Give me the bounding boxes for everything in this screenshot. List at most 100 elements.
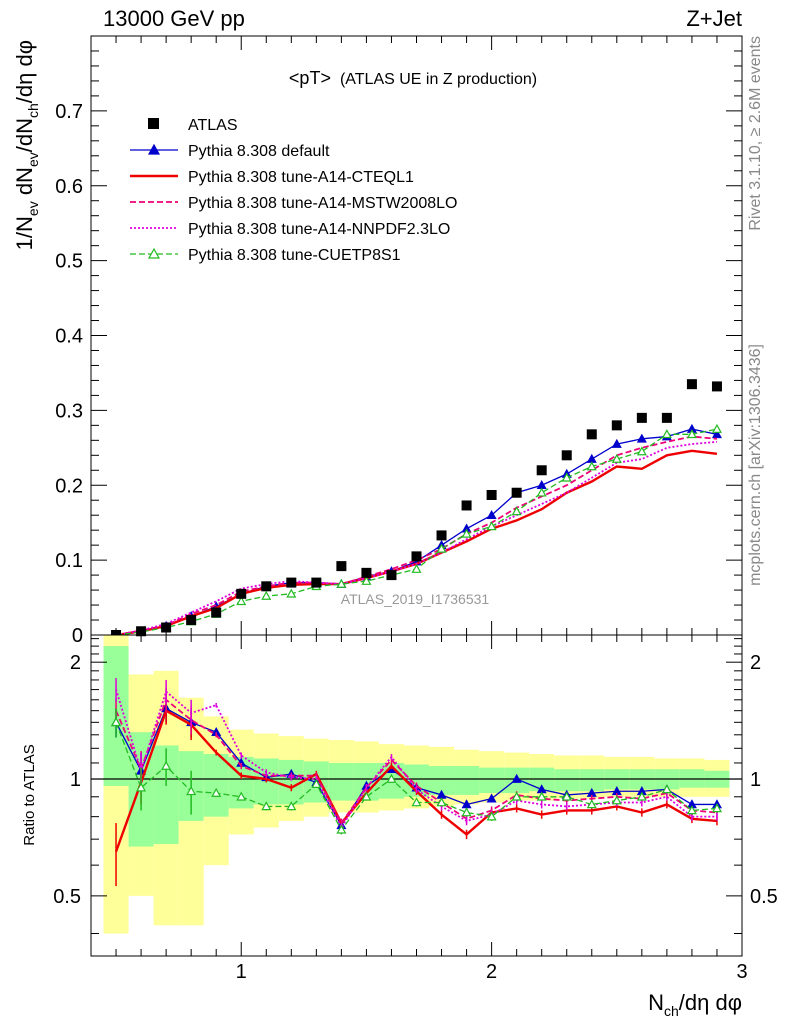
atlas-data-point: [236, 588, 247, 599]
legend-marker-atlas: [148, 118, 159, 129]
chart-title: <pT> (ATLAS UE in Z production): [289, 68, 537, 88]
atlas-data-point: [536, 465, 547, 476]
series-5-main-marker: [486, 521, 497, 531]
atlas-data-point: [161, 622, 172, 633]
y-tick-label-main: 0.2: [55, 475, 83, 497]
y-tick-label-ratio-right: 0.5: [750, 886, 778, 908]
series-5-main-marker: [686, 429, 697, 439]
series-5-ratio-marker: [386, 773, 397, 783]
series-5-main-marker: [236, 596, 247, 606]
y-tick-label-main: 0: [72, 625, 83, 647]
y-tick-label-main: 0.7: [55, 101, 83, 123]
ratio-band-inner: [203, 754, 229, 817]
atlas-data-point: [711, 381, 722, 392]
series-1-main-marker: [711, 429, 722, 439]
atlas-data-point: [361, 567, 372, 578]
ratio-band-inner: [479, 767, 505, 794]
series-5-ratio-marker: [111, 717, 122, 727]
series-1-main-marker: [536, 480, 547, 490]
ratio-band-inner: [579, 769, 605, 792]
main-panel: 0 0.1 0.2 0.3 0.4 0.5 0.6 0.7: [55, 35, 743, 956]
atlas-data-point: [286, 577, 297, 588]
ylabel-sub-2: ev: [25, 152, 41, 167]
atlas-data-point: [386, 570, 397, 581]
series-5-main-marker: [361, 575, 372, 585]
atlas-data-point: [186, 615, 197, 626]
series-1-main-marker: [586, 453, 597, 463]
series-5-ratio-marker: [361, 791, 372, 801]
header-right: Z+Jet: [686, 6, 742, 31]
series-5-main-marker: [336, 578, 347, 588]
series-5-ratio-marker: [161, 760, 172, 770]
x-tick-label: 2: [486, 961, 497, 983]
series-5-ratio-marker: [261, 801, 272, 811]
ylabel-part-2: dN: [12, 167, 37, 201]
series-5-ratio-marker: [411, 797, 422, 807]
xlabel-sub: ch: [664, 1003, 679, 1019]
series-5-ratio-marker: [236, 791, 247, 801]
legend-label-3: Pythia 8.308 tune-A14-MSTW2008LO: [188, 195, 457, 212]
atlas-data-point: [511, 487, 522, 498]
legend-marker-5: [147, 247, 161, 259]
legend-label-1: Pythia 8.308 default: [188, 143, 330, 160]
series-5-main-marker: [636, 446, 647, 456]
legend-label-2: Pythia 8.308 tune-A14-CTEQL1: [188, 169, 414, 186]
series-5-ratio-marker: [461, 807, 472, 817]
y-tick-label-main: 0.3: [55, 400, 83, 422]
series-2-main-line: [115, 449, 718, 637]
series-1-ratio-marker: [511, 773, 522, 783]
y-tick-label-ratio: 0.5: [53, 886, 81, 908]
legend: ATLAS Pythia 8.308 default Pythia 8.308 tu…: [130, 117, 457, 264]
series-5-main-marker: [611, 453, 622, 463]
atlas-data-point: [336, 561, 347, 572]
ylabel-part-3: /dN: [12, 118, 37, 152]
y-tick-label-main: 0.6: [55, 176, 83, 198]
y-tick-label-main: 0.1: [55, 550, 83, 572]
xlabel-part-2: /dη dφ: [679, 990, 742, 1015]
atlas-data-point: [636, 412, 647, 423]
series-5-main-marker: [436, 543, 447, 553]
ratio-panel: 1 2 3 0.5 0.5 1 1 2 2: [53, 634, 778, 983]
ratio-frame: [90, 634, 743, 957]
chart-title-main: <pT>: [289, 68, 331, 88]
series-5-main-marker: [586, 461, 597, 471]
y-tick-label-ratio-right: 1: [750, 769, 761, 791]
y-axis-label-main: 1/Nev dNev/dNch/dη dφ: [12, 40, 41, 250]
legend-marker-1: [147, 143, 161, 155]
series-5-main-marker: [511, 506, 522, 516]
atlas-data-point: [561, 450, 572, 461]
header-left: 13000 GeV pp: [103, 6, 245, 31]
series-1-ratio-marker: [486, 793, 497, 803]
series-5-ratio-marker: [636, 791, 647, 801]
series-5-ratio-marker: [536, 791, 547, 801]
atlas-data-point: [261, 581, 272, 592]
y-axis-label-ratio: Ratio to ATLAS: [21, 744, 38, 845]
series-5-ratio-marker: [611, 795, 622, 805]
atlas-data-point: [611, 420, 622, 431]
series-5-ratio-marker: [136, 782, 147, 792]
series-5-ratio-marker: [561, 791, 572, 801]
series-5-ratio-marker: [336, 824, 347, 834]
x-tick-label: 1: [236, 961, 247, 983]
series-1-main-marker: [486, 509, 497, 520]
ylabel-part-4: /dη dφ: [12, 40, 37, 103]
series-5-ratio-marker: [511, 791, 522, 801]
y-tick-label-ratio: 1: [70, 769, 81, 791]
x-tick-label: 3: [736, 961, 747, 983]
ylabel-part-1: 1/N: [12, 216, 37, 250]
xlabel-part-1: N: [648, 990, 664, 1015]
atlas-data-point: [486, 489, 497, 500]
series-5-ratio-marker: [686, 805, 697, 815]
atlas-data-point: [686, 379, 697, 390]
atlas-data-point: [436, 530, 447, 541]
series-1-main-marker: [636, 433, 647, 443]
series-1-main-marker: [611, 438, 622, 448]
y-tick-label-main: 0.4: [55, 326, 83, 348]
series-5-ratio-marker: [661, 784, 672, 794]
atlas-data-point: [411, 551, 422, 562]
series-5-ratio-marker: [586, 799, 597, 809]
series-5-ratio-marker: [286, 801, 297, 811]
series-5-main-marker: [261, 590, 272, 600]
series-5-main-marker: [411, 563, 422, 573]
